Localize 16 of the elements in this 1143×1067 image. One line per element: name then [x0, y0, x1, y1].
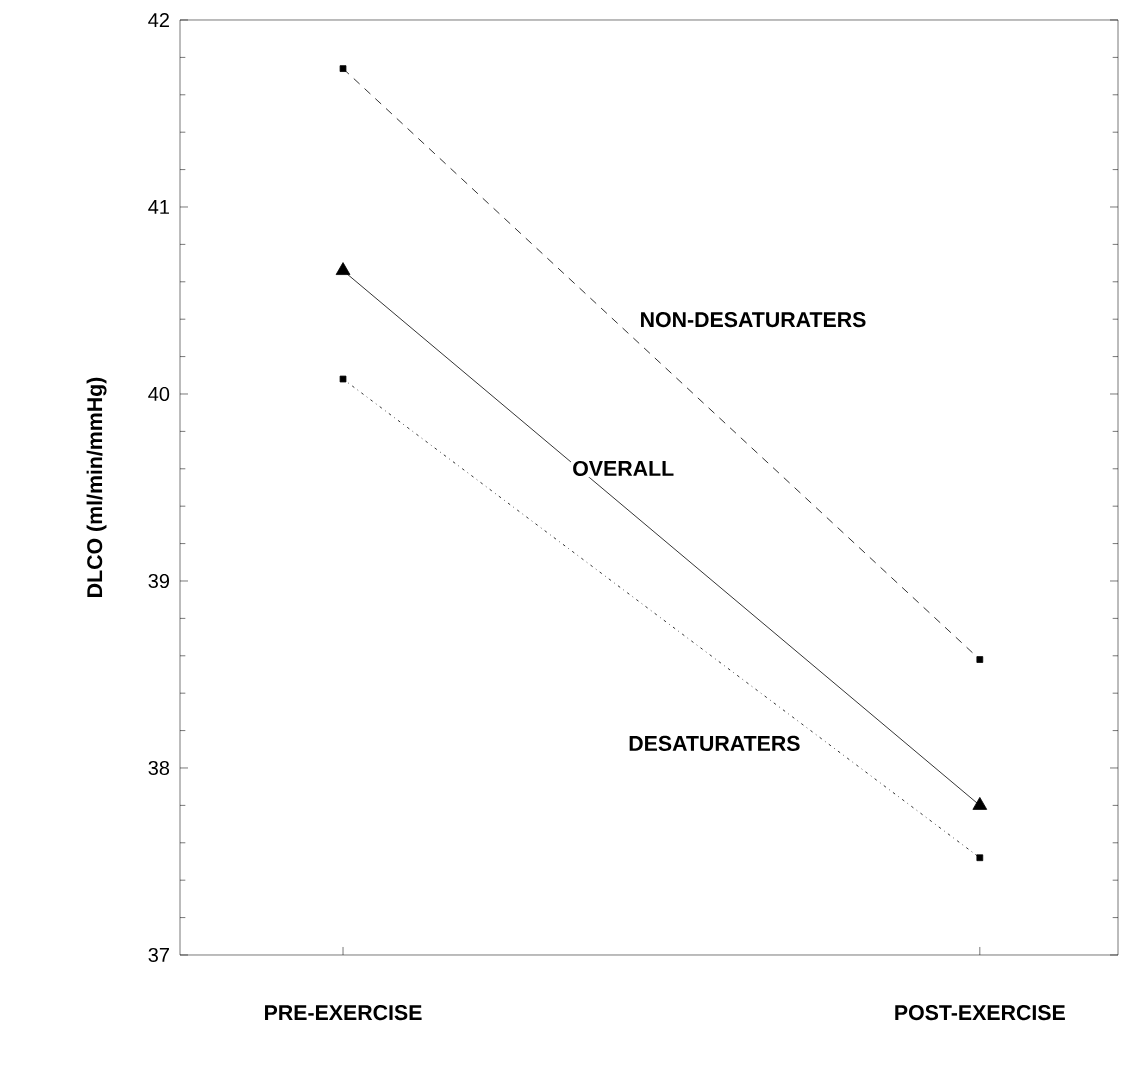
series-label: OVERALL	[573, 460, 674, 476]
series-label: DESATURATERS	[629, 735, 800, 751]
y-axis-title: DLCO (ml/min/mmHg)	[86, 377, 107, 597]
y-tick-label: 41	[148, 200, 169, 214]
point	[339, 375, 347, 383]
y-tick-label: 37	[148, 947, 169, 963]
x-tick-label: PRE-EXERCISE	[265, 1005, 422, 1021]
x-tick-label: POST-EXERCISE	[895, 1005, 1065, 1021]
y-tick-label: 39	[148, 573, 169, 589]
y-tick-label: 38	[148, 760, 170, 776]
point	[976, 656, 984, 663]
point	[339, 65, 347, 72]
y-tick-label: 42	[148, 13, 169, 27]
series-label: NON-DESATURATERS	[641, 312, 866, 328]
point	[976, 854, 984, 862]
y-tick-label: 40	[148, 386, 170, 402]
